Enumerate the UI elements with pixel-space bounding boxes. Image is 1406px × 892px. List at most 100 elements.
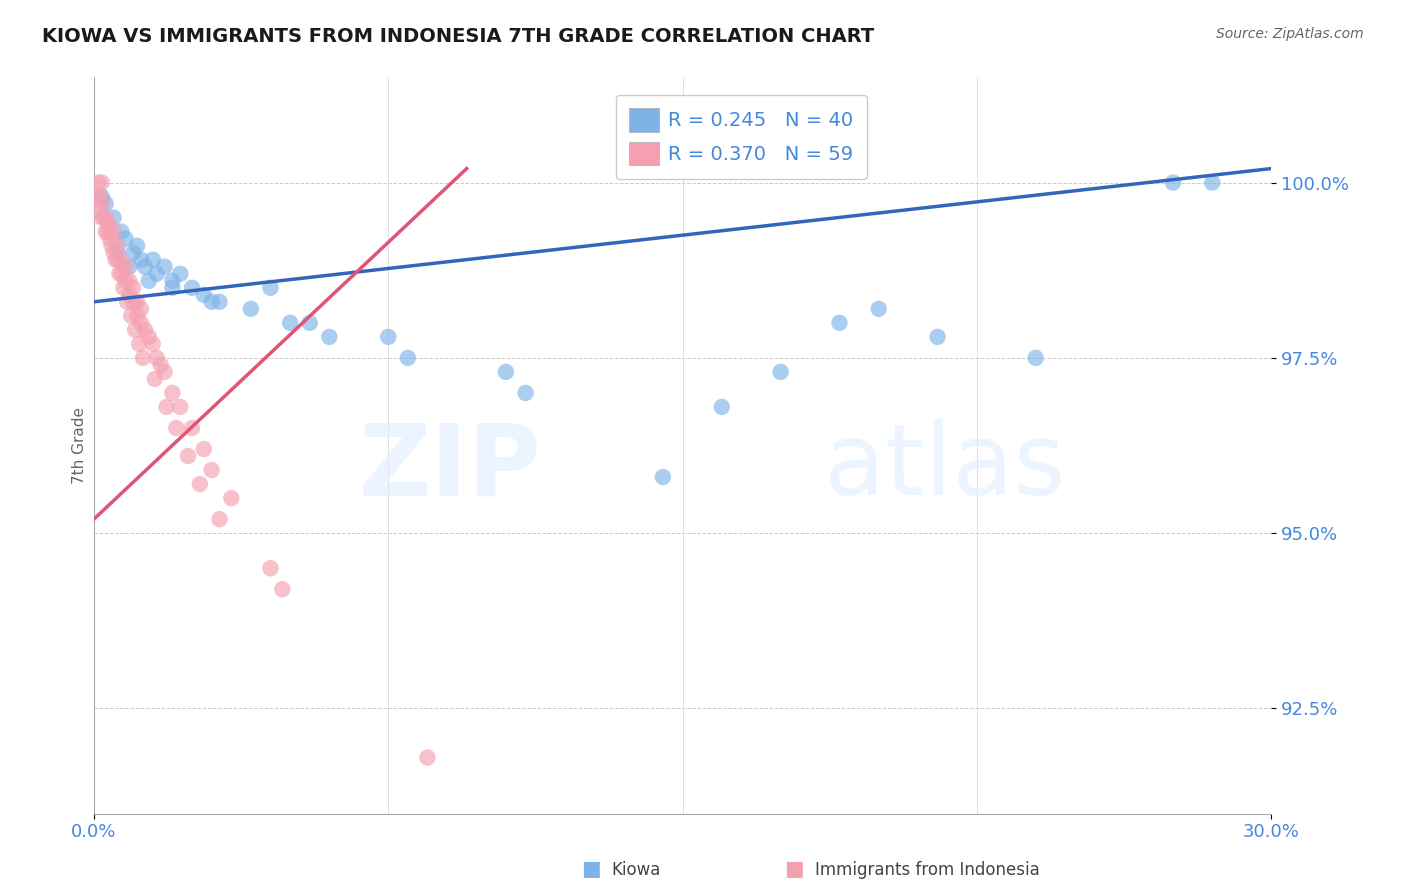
Point	[129, 301, 152, 316]
Point	[127, 294, 149, 309]
Point	[138, 274, 160, 288]
Point	[710, 400, 733, 414]
Point	[87, 203, 110, 218]
Point	[219, 491, 242, 505]
Point	[145, 351, 167, 365]
Point	[377, 330, 399, 344]
Point	[153, 365, 176, 379]
Point	[89, 189, 111, 203]
Point	[271, 582, 294, 597]
Point	[193, 287, 215, 301]
Text: Source: ZipAtlas.com: Source: ZipAtlas.com	[1216, 27, 1364, 41]
Point	[127, 309, 149, 323]
Point	[103, 211, 125, 225]
Point	[868, 301, 890, 316]
Point	[103, 245, 125, 260]
Point	[107, 252, 129, 267]
Point	[188, 477, 211, 491]
Point	[1201, 176, 1223, 190]
Point	[94, 196, 117, 211]
Point	[278, 316, 301, 330]
Point	[87, 189, 110, 203]
Point	[114, 274, 136, 288]
Point	[201, 463, 224, 477]
Legend: R = 0.245   N = 40, R = 0.370   N = 59: R = 0.245 N = 40, R = 0.370 N = 59	[616, 95, 868, 179]
Point	[94, 225, 117, 239]
Point	[208, 512, 231, 526]
Point	[122, 245, 145, 260]
Point	[122, 294, 145, 309]
Point	[162, 281, 184, 295]
Point	[104, 252, 127, 267]
Text: ■: ■	[785, 859, 804, 879]
Point	[927, 330, 949, 344]
Point	[129, 252, 152, 267]
Point	[100, 238, 122, 252]
Point	[181, 421, 204, 435]
Point	[90, 176, 112, 190]
Point	[114, 260, 136, 274]
Point	[169, 267, 191, 281]
Point	[110, 225, 132, 239]
Point	[90, 189, 112, 203]
Point	[118, 260, 141, 274]
Point	[117, 294, 139, 309]
Point	[145, 267, 167, 281]
Text: atlas: atlas	[824, 419, 1066, 516]
Point	[128, 336, 150, 351]
Point	[1025, 351, 1047, 365]
Point	[651, 470, 673, 484]
Point	[259, 561, 281, 575]
Y-axis label: 7th Grade: 7th Grade	[72, 407, 87, 484]
Text: Kiowa: Kiowa	[612, 861, 661, 879]
Point	[118, 287, 141, 301]
Point	[201, 294, 224, 309]
Point	[98, 218, 121, 232]
Point	[149, 358, 172, 372]
Point	[162, 386, 184, 401]
Point	[87, 176, 110, 190]
Point	[318, 330, 340, 344]
Point	[107, 245, 129, 260]
Point	[177, 449, 200, 463]
Point	[143, 372, 166, 386]
Point	[828, 316, 851, 330]
Point	[165, 421, 187, 435]
Point	[769, 365, 792, 379]
Text: ZIP: ZIP	[359, 419, 541, 516]
Point	[142, 336, 165, 351]
Point	[495, 365, 517, 379]
Point	[169, 400, 191, 414]
Point	[259, 281, 281, 295]
Point	[132, 351, 155, 365]
Point	[208, 294, 231, 309]
Point	[153, 260, 176, 274]
Point	[110, 252, 132, 267]
Point	[90, 211, 112, 225]
Point	[122, 281, 145, 295]
Point	[112, 281, 135, 295]
Point	[181, 281, 204, 295]
Point	[416, 750, 439, 764]
Point	[103, 225, 125, 239]
Point	[134, 260, 156, 274]
Point	[142, 252, 165, 267]
Point	[108, 267, 131, 281]
Point	[129, 316, 152, 330]
Point	[107, 238, 129, 252]
Point	[94, 211, 117, 225]
Point	[118, 274, 141, 288]
Text: KIOWA VS IMMIGRANTS FROM INDONESIA 7TH GRADE CORRELATION CHART: KIOWA VS IMMIGRANTS FROM INDONESIA 7TH G…	[42, 27, 875, 45]
Point	[162, 274, 184, 288]
Point	[120, 309, 142, 323]
Point	[97, 225, 120, 239]
Point	[124, 323, 146, 337]
Point	[110, 267, 132, 281]
Point	[134, 323, 156, 337]
Point	[1161, 176, 1184, 190]
Point	[114, 232, 136, 246]
Text: Immigrants from Indonesia: Immigrants from Indonesia	[815, 861, 1040, 879]
Point	[515, 386, 537, 401]
Point	[90, 196, 112, 211]
Point	[127, 238, 149, 252]
